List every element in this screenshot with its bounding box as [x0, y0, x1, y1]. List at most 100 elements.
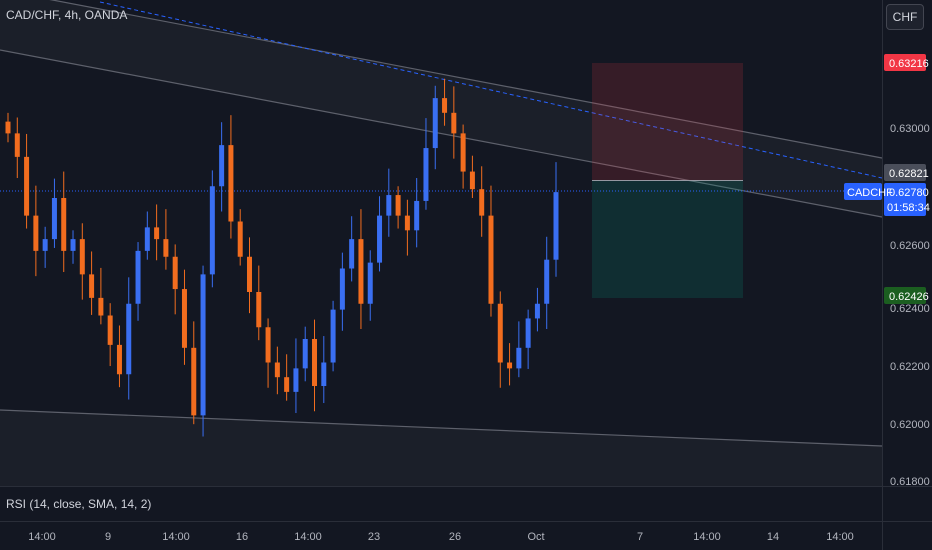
- y-tick-label-partial: 0.62400: [890, 303, 930, 315]
- candle-body: [460, 133, 466, 172]
- candle-body: [395, 195, 401, 216]
- candle-body: [14, 133, 20, 157]
- symbol-tag-label: CADCHF: [847, 187, 893, 199]
- candle-body: [312, 339, 318, 386]
- candle-body: [200, 274, 206, 416]
- candle-body: [107, 315, 113, 345]
- price-axis[interactable]: 0.63000 0.62600 0.62200 0.62000 0.61800 …: [844, 0, 930, 550]
- candle-body: [284, 377, 290, 392]
- candle-body: [507, 362, 513, 369]
- candle-body: [377, 215, 383, 263]
- target-price-value: 0.62426: [889, 291, 929, 303]
- stop-price-tag: [884, 54, 926, 71]
- y-tick-label: 0.62000: [890, 419, 930, 431]
- candle-body: [42, 239, 48, 251]
- candle-body: [61, 198, 67, 251]
- candle-body: [98, 297, 104, 316]
- x-tick-label: 7: [637, 531, 643, 543]
- stop-loss-zone[interactable]: [592, 63, 743, 180]
- candle-body: [126, 303, 132, 375]
- candle-body: [89, 274, 95, 298]
- entry-price-value: 0.62821: [889, 168, 929, 180]
- stop-price-value: 0.63216: [889, 58, 929, 70]
- x-tick-label: 23: [368, 531, 380, 543]
- currency-button[interactable]: CHF: [886, 4, 924, 30]
- candle-body: [191, 347, 197, 416]
- candle-body: [256, 292, 262, 328]
- channel-bottom-line: [0, 409, 883, 447]
- candle-body: [516, 347, 522, 369]
- candle-body: [51, 198, 57, 240]
- x-tick-label: 14:00: [162, 531, 190, 543]
- candle-body: [488, 215, 494, 304]
- x-tick-label: 14:00: [826, 531, 854, 543]
- candle-body: [469, 171, 475, 190]
- candle-body: [246, 256, 252, 292]
- candle-body: [479, 189, 485, 216]
- candle-body: [209, 186, 215, 275]
- rsi-indicator-label[interactable]: RSI (14, close, SMA, 14, 2): [6, 497, 152, 511]
- candle-body: [33, 215, 39, 251]
- x-tick-label: 14:00: [28, 531, 56, 543]
- y-tick-label: 0.63000: [890, 123, 930, 135]
- y-tick-label: 0.61800: [890, 476, 930, 488]
- channel-upper-bottom-line: [0, 49, 883, 218]
- candle-body: [432, 98, 438, 149]
- candle-body: [339, 268, 345, 310]
- x-tick-label: 16: [236, 531, 248, 543]
- candle-body: [553, 192, 559, 260]
- x-tick-label: 9: [105, 531, 111, 543]
- candle-body: [293, 368, 299, 392]
- candle-body: [451, 112, 457, 134]
- target-price-tag: [884, 287, 926, 304]
- candle-body: [321, 362, 327, 386]
- candle-body: [367, 262, 373, 304]
- symbol-title: CAD/CHF, 4h, OANDA: [6, 8, 128, 22]
- trend-dashed-line: [99, 1, 883, 179]
- x-tick-label: 14: [767, 531, 779, 543]
- candle-body: [404, 215, 410, 231]
- candles-group: [5, 78, 559, 437]
- time-axis[interactable]: 14:00 9 14:00 16 14:00 23 26 Oct 7 14:00…: [28, 531, 854, 543]
- y-tick-label: 0.62200: [890, 361, 930, 373]
- candle-body: [24, 156, 30, 216]
- candle-body: [144, 227, 150, 251]
- candle-body: [423, 148, 429, 201]
- x-tick-label: 14:00: [693, 531, 721, 543]
- candle-body: [442, 98, 448, 113]
- candle-body: [228, 145, 234, 222]
- candle-body: [414, 200, 420, 231]
- candle-body: [237, 221, 243, 257]
- x-tick-label: 26: [449, 531, 461, 543]
- candle-body: [5, 121, 11, 134]
- candle-body: [181, 289, 187, 348]
- candle-body: [330, 309, 336, 363]
- candle-body: [219, 145, 225, 187]
- candle-body: [265, 327, 271, 363]
- x-tick-label: Oct: [527, 531, 544, 543]
- candle-body: [154, 227, 160, 240]
- current-price-tag: [884, 183, 926, 216]
- candle-body: [135, 250, 141, 304]
- symbol-tag: [844, 183, 882, 200]
- candle-body: [386, 195, 392, 216]
- entry-price-tag: [884, 164, 926, 181]
- candle-body: [172, 256, 178, 290]
- candle-body: [358, 239, 364, 304]
- take-profit-zone[interactable]: [592, 181, 743, 298]
- candle-body: [79, 239, 85, 275]
- candle-body: [349, 239, 355, 269]
- candle-body: [116, 344, 122, 375]
- channel-top-line: [49, 0, 883, 159]
- candle-body: [70, 239, 76, 251]
- x-tick-label: 14:00: [294, 531, 322, 543]
- candle-body: [497, 303, 503, 363]
- candle-body: [544, 259, 550, 304]
- y-tick-label: 0.62600: [890, 240, 930, 252]
- candle-countdown: 01:58:34: [887, 202, 930, 214]
- candle-body: [525, 318, 531, 348]
- candle-body: [163, 239, 169, 257]
- current-price-value: 0.62780: [889, 187, 929, 199]
